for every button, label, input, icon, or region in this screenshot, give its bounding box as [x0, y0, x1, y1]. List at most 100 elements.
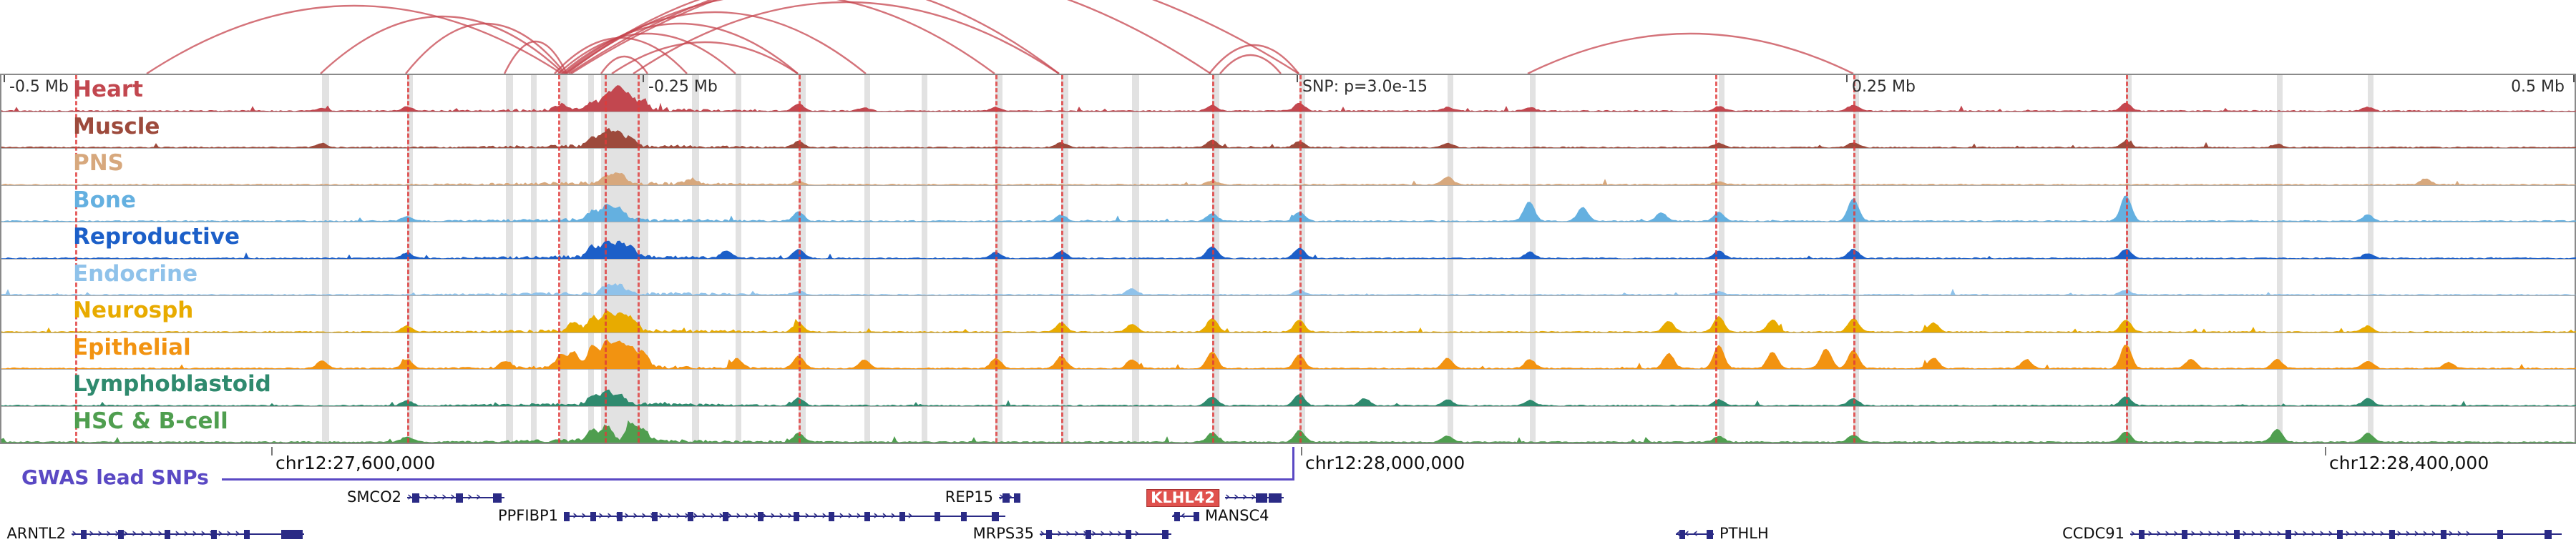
track-row-hsc-b-cell[interactable]: HSC & B-cell [1, 407, 2576, 443]
gene-label-arntl2: ARNTL2 [6, 525, 66, 542]
signal-neurosph [1, 310, 2576, 332]
track-label-muscle: Muscle [73, 113, 160, 139]
gene-exon [723, 512, 729, 521]
signal-lymphoblastoid [1, 389, 2576, 406]
gwas-snp-line [222, 478, 1292, 481]
track-row-heart[interactable]: Heart [1, 75, 2576, 112]
gene-exon [564, 512, 570, 521]
gene-exon [2285, 530, 2292, 539]
gene-strand-line [999, 497, 1020, 498]
interaction-arc[interactable] [1219, 54, 1282, 74]
gene-exon [2337, 530, 2343, 539]
interaction-arc[interactable] [561, 22, 799, 74]
track-row-endocrine[interactable]: Endocrine [1, 260, 2576, 296]
interaction-arc[interactable] [1209, 44, 1299, 74]
gene-exon [935, 512, 941, 521]
track-label-pns: PNS [73, 150, 124, 176]
gene-label-ccdc91: CCDC91 [2062, 525, 2124, 542]
gene-exon [2139, 530, 2145, 539]
gene-exon [758, 512, 764, 521]
gene-track-row: ››››››››››››››››››››› ARNTL2 ›››››››››››› M… [0, 526, 2576, 542]
gene-strand-line [564, 516, 1005, 517]
interaction-arc[interactable] [557, 32, 736, 74]
gene-label-klhl42: KLHL42 [1146, 489, 1219, 507]
gene-exon [1014, 493, 1020, 503]
gene-exon [1002, 493, 1010, 503]
gene-exon [2441, 530, 2447, 539]
signal-endocrine [1, 283, 2576, 295]
track-row-pns[interactable]: PNS [1, 149, 2576, 186]
strand-arrows: ››››››››››››››››››››››››››››››››››››››››… [564, 508, 917, 523]
gene-smco2[interactable]: ››››››››› [407, 490, 504, 506]
strand-arrows: ›››››››››››› [1040, 526, 1171, 542]
interaction-arc[interactable] [565, 0, 995, 74]
gene-label-rep15: REP15 [945, 488, 993, 506]
gwas-snp-pointer[interactable] [1292, 447, 1294, 481]
gene-exon [1125, 530, 1131, 539]
coordinate-tick [1301, 447, 1302, 455]
gene-strand-line [1676, 533, 1714, 535]
track-row-reproductive[interactable]: Reproductive [1, 222, 2576, 260]
gene-mrps35[interactable]: ›››››››››››› [1040, 526, 1171, 542]
track-row-epithelial[interactable]: Epithelial [1, 333, 2576, 370]
gene-exon [2389, 530, 2395, 539]
gene-strand-line [1040, 533, 1171, 535]
signal-epithelial [1, 339, 2576, 369]
track-label-endocrine: Endocrine [73, 260, 198, 287]
gene-exon [1255, 493, 1267, 503]
gene-ppfibp1[interactable]: ››››››››››››››››››››››››››››››››››››››››… [564, 508, 1005, 524]
interaction-arc[interactable] [405, 22, 566, 74]
gene-exon [211, 530, 217, 539]
gene-exon [1707, 530, 1714, 539]
track-row-muscle[interactable]: Muscle [1, 112, 2576, 149]
gene-rep15[interactable]: ›› [999, 490, 1020, 506]
gene-exon [1046, 530, 1053, 539]
gene-exon [829, 512, 835, 521]
interaction-arcs-layer [146, 0, 1854, 74]
gene-pthlh[interactable]: ‹‹‹ [1676, 526, 1714, 542]
gene-label-mansc4: MANSC4 [1205, 507, 1269, 524]
gene-exon [1085, 530, 1092, 539]
gene-exon [961, 512, 967, 521]
interaction-arc[interactable] [633, 1, 1060, 74]
gwas-lead-snps-label: GWAS lead SNPs [21, 465, 209, 489]
gene-exon [687, 512, 693, 521]
interaction-arc[interactable] [570, 0, 1299, 74]
gene-arntl2[interactable]: ››››››››››››››››››››› [72, 526, 304, 542]
interaction-arc[interactable] [563, 11, 867, 74]
interaction-arc[interactable] [146, 4, 562, 74]
track-label-hsc-b-cell: HSC & B-cell [73, 408, 228, 434]
gene-exon [617, 512, 623, 521]
interaction-arc[interactable] [566, 0, 1060, 74]
gene-ccdc91[interactable]: ›››››››››››››››››››››››››››››››››››››››› [2130, 526, 2562, 542]
signal-tracks-panel: Heart Muscle PNS Bone Reproductive Endocrine N… [0, 74, 2576, 444]
gene-exon [1679, 530, 1686, 539]
gene-exon [2233, 530, 2240, 539]
gene-track-row: ››››››››››››››››››››››››››››››››››››››››… [0, 508, 2576, 524]
track-row-lymphoblastoid[interactable]: Lymphoblastoid [1, 370, 2576, 407]
track-label-epithelial: Epithelial [73, 334, 191, 360]
interaction-arc[interactable] [503, 41, 568, 74]
gene-exon [492, 493, 502, 503]
interaction-arc[interactable] [320, 15, 565, 74]
gene-exon [992, 512, 1000, 521]
gene-exon [2182, 530, 2188, 539]
gene-exon [590, 512, 597, 521]
strand-arrows: ››››››››››››››››››››› [72, 526, 253, 541]
gene-exon [1268, 493, 1282, 503]
gene-exon [81, 530, 87, 539]
gene-exon [2497, 530, 2503, 539]
signal-reproductive [1, 240, 2576, 259]
interaction-arc[interactable] [611, 41, 799, 74]
annotation-panel: GWAS lead SNPs chr12:27,600,000 chr12:28,… [0, 444, 2576, 542]
gene-klhl42[interactable]: ››››› [1225, 490, 1284, 506]
gene-exon [165, 530, 170, 539]
gene-exon [1162, 530, 1169, 539]
interaction-arc[interactable] [1527, 32, 1854, 74]
signal-heart [1, 84, 2576, 112]
gene-mansc4[interactable]: ‹‹ [1172, 508, 1199, 524]
track-row-bone[interactable]: Bone [1, 186, 2576, 222]
interaction-arc[interactable] [568, 0, 1211, 74]
track-row-neurosph[interactable]: Neurosph [1, 296, 2576, 333]
strand-arrows: ››››› [1225, 490, 1269, 504]
